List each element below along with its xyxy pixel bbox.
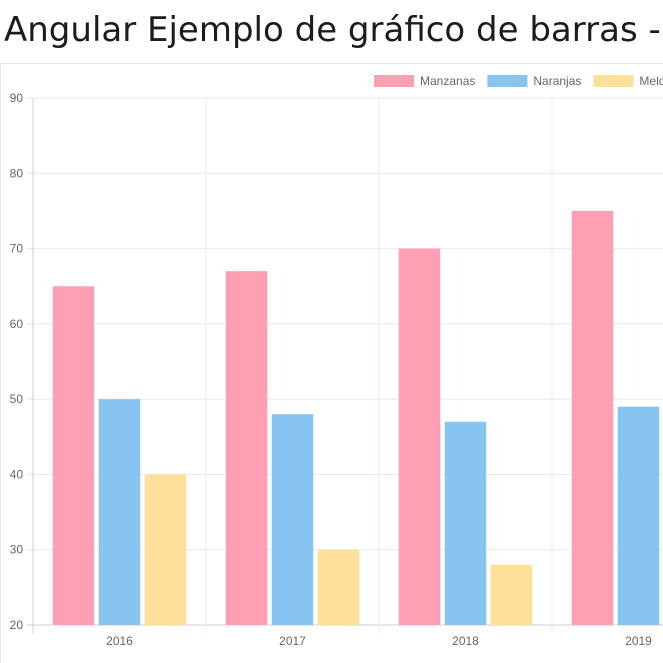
page-title: Angular Ejemplo de gráfico de barras -: [4, 10, 661, 50]
y-tick-label: 80: [10, 166, 24, 180]
y-tick-label: 30: [10, 543, 24, 557]
x-tick-label: 2016: [106, 634, 133, 648]
bar-melo-2016[interactable]: [144, 474, 187, 625]
y-tick-label: 40: [10, 467, 24, 481]
y-tick-label: 50: [10, 392, 24, 406]
y-tick-label: 70: [10, 242, 24, 256]
bar-naranjas-2016[interactable]: [98, 399, 141, 625]
bar-manzanas-2017[interactable]: [225, 271, 268, 625]
legend-swatch-melo[interactable]: [593, 75, 634, 87]
bar-naranjas-2017[interactable]: [271, 414, 314, 625]
bar-melo-2017[interactable]: [317, 549, 360, 625]
legend-swatch-manzanas[interactable]: [374, 75, 414, 87]
bar-naranjas-2018[interactable]: [444, 421, 487, 625]
legend-label-naranjas[interactable]: Naranjas: [533, 74, 581, 88]
legend-swatch-naranjas[interactable]: [487, 75, 528, 87]
x-tick-label: 2018: [452, 634, 479, 648]
x-tick-label: 2019: [625, 634, 652, 648]
legend-label-manzanas[interactable]: Manzanas: [420, 74, 475, 88]
x-tick-label: 2017: [279, 634, 306, 648]
bar-naranjas-2019[interactable]: [617, 406, 660, 625]
y-tick-label: 60: [10, 317, 24, 331]
bar-chart: 20 30 40 50 60 70 80 90 2016 2017 2018 2019 Manzanas…: [10, 74, 663, 648]
bar-manzanas-2018[interactable]: [398, 248, 441, 626]
bar-manzanas-2019[interactable]: [571, 210, 614, 625]
legend-label-melo[interactable]: Melo: [639, 74, 663, 88]
bar-melo-2018[interactable]: [490, 564, 533, 625]
chart-container: 20 30 40 50 60 70 80 90 2016 2017 2018 2019 Manzanas…: [0, 63, 663, 663]
y-tick-label: 90: [10, 91, 24, 105]
bar-manzanas-2016[interactable]: [52, 286, 95, 625]
y-tick-label: 20: [10, 618, 24, 632]
